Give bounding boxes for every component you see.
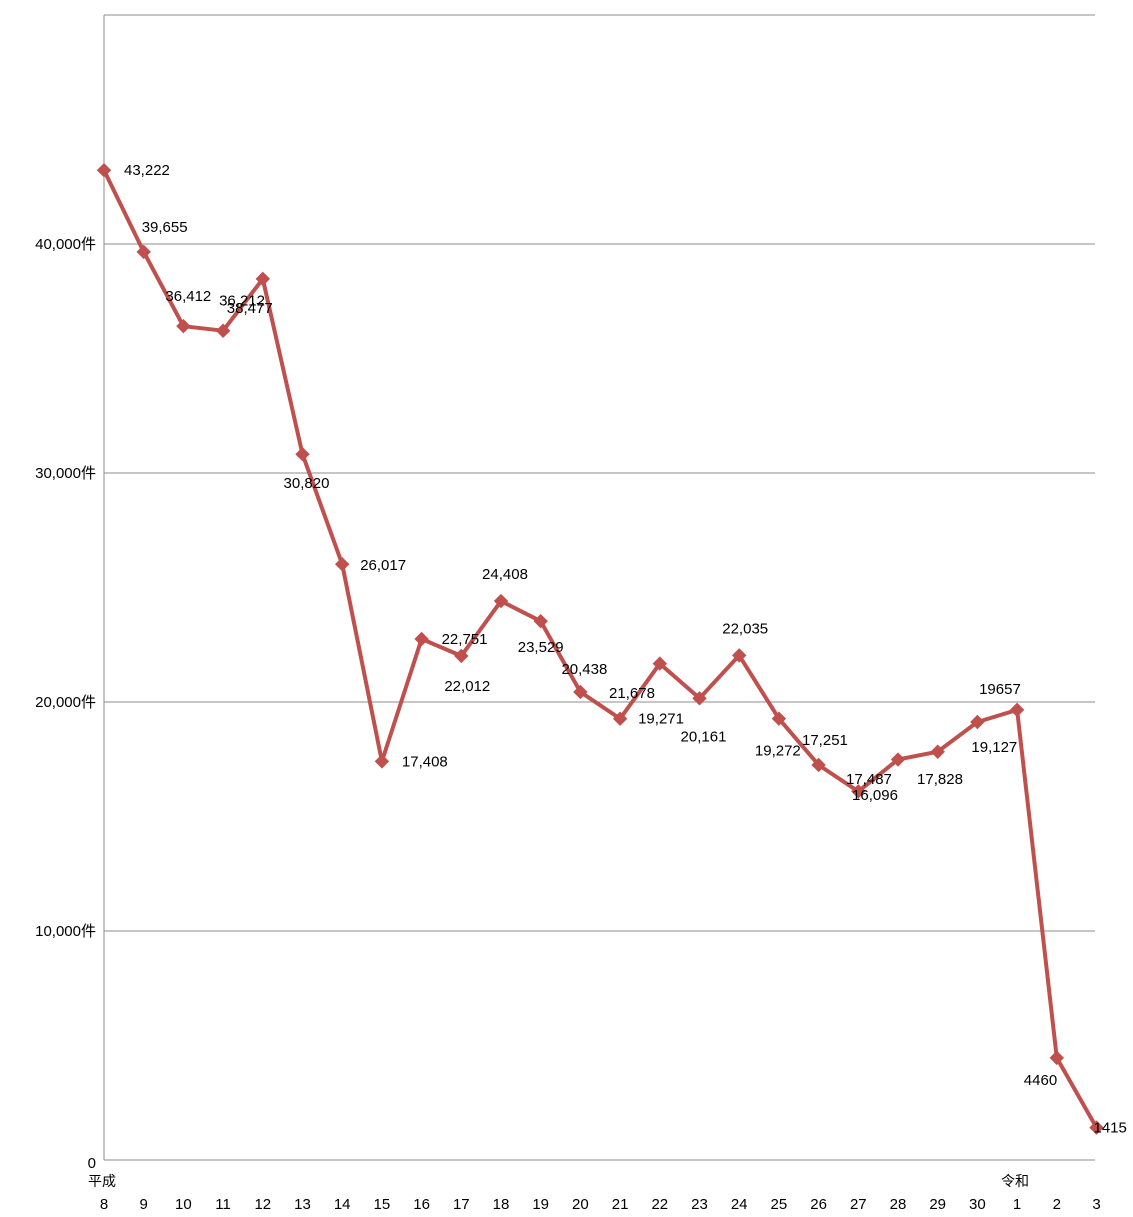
y-tick-label: 30,000件 [35,465,96,482]
x-tick-label: 20 [572,1196,589,1213]
data-label: 17,828 [917,771,963,788]
y-tick-label: 10,000件 [35,923,96,940]
x-tick-label: 30 [969,1196,986,1213]
data-point [1049,1050,1065,1066]
x-tick-label: 28 [890,1196,907,1213]
data-label: 4460 [1024,1072,1057,1089]
data-label: 21,678 [609,685,655,702]
data-point [176,318,191,334]
series-line [102,169,1099,1129]
data-point [731,648,747,663]
data-point [930,744,945,759]
data-label: 23,529 [518,639,564,656]
data-point [295,447,310,462]
y-tick-label: 0 [88,1155,96,1172]
x-tick-label: 10 [175,1196,192,1213]
gridlines [104,14,1095,932]
series-line-layer [102,169,1099,1129]
data-point [533,613,548,629]
x-tick-label: 3 [1092,1196,1100,1213]
x-tick-label: 1 [1013,1196,1021,1213]
data-label: 36,212 [219,293,265,310]
x-axis-tick-labels: 8 9 10 11 12 13 14 15 16 17 18 19 20 21 22 23 24 25 26 27 28… [88,1173,1101,1213]
data-points [96,163,1104,1135]
data-label: 19,272 [755,743,801,760]
data-point [652,656,668,671]
data-point [612,711,628,726]
data-label: 36,412 [165,288,211,305]
data-label: 17,408 [402,753,448,770]
x-tick-label: 29 [929,1196,946,1213]
x-tick-label: 18 [493,1196,510,1213]
x-tick-label: 8 [100,1196,108,1213]
x-tick-label: 26 [810,1196,827,1213]
data-point [493,593,509,609]
data-label: 26,017 [360,557,406,574]
x-tick-label: 13 [294,1196,311,1213]
data-label: 39,655 [142,219,188,236]
data-label: 19,271 [638,711,684,728]
x-tick-label: 22 [651,1196,668,1213]
data-label: 24,408 [482,566,528,583]
data-point [334,557,350,572]
x-tick-label: 2 [1053,1196,1061,1213]
data-point [374,754,390,769]
x-tick-label: 9 [140,1196,148,1213]
data-label: 20,161 [681,728,727,745]
x-tick-label: 11 [215,1196,231,1213]
x-tick-label: 15 [374,1196,391,1213]
data-label: 16,096 [852,787,898,804]
data-label: 43,222 [124,162,170,179]
data-point [414,631,429,647]
data-label: 19,127 [971,739,1017,756]
data-point [851,784,866,799]
x-tick-label: 14 [334,1196,351,1213]
x-era-label: 平成 [88,1173,116,1189]
x-tick-label: 12 [254,1196,271,1213]
data-point [454,648,469,664]
data-point [1009,702,1025,718]
data-point [692,691,707,706]
data-label: 1415 [1094,1120,1127,1137]
y-axis-tick-labels: 0 10,000件 20,000件 30,000件 40,000件 [35,236,96,1172]
data-label: 17,487 [846,771,892,788]
data-point [255,271,271,287]
data-label: 30,820 [284,475,330,492]
x-tick-label: 19 [532,1196,549,1213]
x-era-label: 令和 [1001,1173,1029,1189]
x-tick-label: 24 [731,1196,748,1213]
data-label: 20,438 [561,661,607,678]
axes [103,15,1095,1161]
data-label: 17,251 [802,732,848,749]
data-point [573,684,588,700]
data-point [890,752,906,767]
data-label: 19657 [979,681,1021,698]
x-tick-label: 21 [612,1196,629,1213]
y-tick-label: 20,000件 [35,694,96,711]
data-point [136,244,151,260]
data-point [970,714,985,730]
data-point [771,711,787,726]
data-point [811,757,826,773]
data-label: 22,012 [444,678,490,695]
x-tick-label: 23 [691,1196,708,1213]
x-tick-label: 27 [850,1196,867,1213]
data-label: 22,751 [442,631,488,648]
x-tick-label: 17 [453,1196,470,1213]
x-tick-label: 16 [413,1196,430,1213]
data-point [96,163,112,178]
data-label: 22,035 [722,620,768,637]
data-point [1089,1120,1104,1135]
data-point [215,323,231,338]
y-tick-label: 40,000件 [35,236,96,253]
x-tick-label: 25 [771,1196,788,1213]
data-label: 38,477 [227,300,273,317]
